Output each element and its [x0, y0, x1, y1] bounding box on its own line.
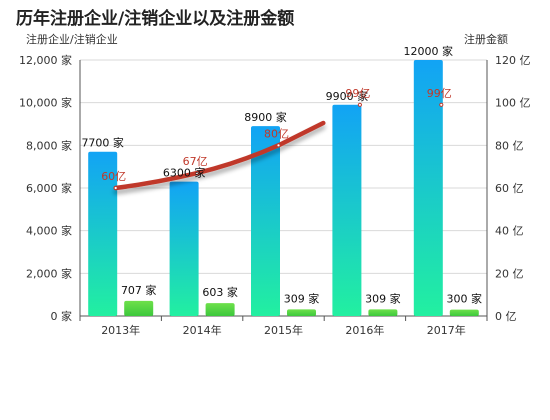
bar-label-cancelled: 603 家 — [202, 285, 238, 299]
amount-point — [357, 102, 362, 107]
y-left-tick-label: 4,000 家 — [26, 224, 72, 238]
y-left-tick-label: 0 家 — [51, 309, 73, 323]
bar-registered — [169, 181, 199, 316]
bar-label-cancelled: 300 家 — [447, 292, 483, 306]
amount-label: 60亿 — [101, 170, 126, 183]
x-tick-label: 2015年 — [264, 323, 303, 337]
bar-registered — [413, 60, 443, 316]
amount-label: 80亿 — [264, 127, 289, 140]
line-series — [113, 102, 444, 191]
y-right-tick-label: 40 亿 — [495, 225, 524, 238]
amount-point — [276, 143, 281, 148]
bar-registered — [251, 126, 280, 316]
x-tick-label: 2017年 — [427, 323, 466, 337]
x-tick-label: 2016年 — [345, 323, 384, 337]
y-right-tick-label: 0 亿 — [495, 310, 517, 323]
x-tick-label: 2013年 — [101, 323, 140, 337]
y-right-axis-title: 注册金额 — [464, 32, 508, 46]
amount-label: 99亿 — [427, 87, 452, 100]
y-left-tick-label: 6,000 家 — [26, 181, 72, 195]
x-tick-label: 2014年 — [183, 323, 222, 337]
amount-label: 67亿 — [183, 155, 208, 168]
amount-point — [113, 185, 118, 191]
y-left-axis-title: 注册企业/注销企业 — [26, 32, 118, 46]
y-right-tick-label: 120 亿 — [495, 54, 531, 67]
bar-label-registered: 6300 家 — [163, 166, 206, 180]
amount-point — [439, 102, 444, 107]
y-right-tick-label: 100 亿 — [495, 97, 531, 110]
bar-label-registered: 7700 家 — [81, 136, 124, 150]
amount-label: 99亿 — [345, 87, 370, 100]
bar-label-cancelled: 707 家 — [121, 283, 157, 297]
bar-registered — [88, 151, 118, 316]
amount-point — [195, 170, 200, 176]
y-left-tick-label: 12,000 家 — [19, 53, 72, 67]
data-labels: 7700 家 707 家 6300 家 603 家 8900 家 309 家 9900 家 3… — [81, 44, 482, 306]
bar-label-registered: 12000 家 — [404, 44, 454, 58]
bar-cancelled — [287, 309, 316, 316]
bar-label-cancelled: 309 家 — [284, 291, 320, 305]
chart-title: 历年注册企业/注销企业以及注册金额 — [16, 9, 295, 29]
bar-label-cancelled: 309 家 — [365, 291, 401, 305]
bar-label-registered: 9900 家 — [326, 89, 369, 103]
bar-cancelled — [449, 309, 479, 316]
y-left-tick-label: 8,000 家 — [26, 138, 72, 152]
bar-cancelled — [205, 303, 235, 316]
axes: 0 家 2,000 家 4,000 家 6,000 家 8,000 家 10,000 家 1… — [19, 53, 531, 337]
amount-line — [113, 120, 326, 191]
y-left-tick-label: 2,000 家 — [26, 266, 72, 280]
bar-cancelled — [368, 309, 398, 316]
y-left-tick-label: 10,000 家 — [19, 96, 72, 110]
bars — [88, 60, 479, 316]
y-right-tick-label: 20 亿 — [495, 267, 524, 280]
bar-cancelled — [124, 300, 154, 316]
bar-label-registered: 8900 家 — [244, 110, 287, 124]
bar-registered — [332, 104, 362, 316]
y-right-tick-label: 60 亿 — [495, 182, 524, 195]
y-right-tick-label: 80 亿 — [495, 139, 524, 152]
